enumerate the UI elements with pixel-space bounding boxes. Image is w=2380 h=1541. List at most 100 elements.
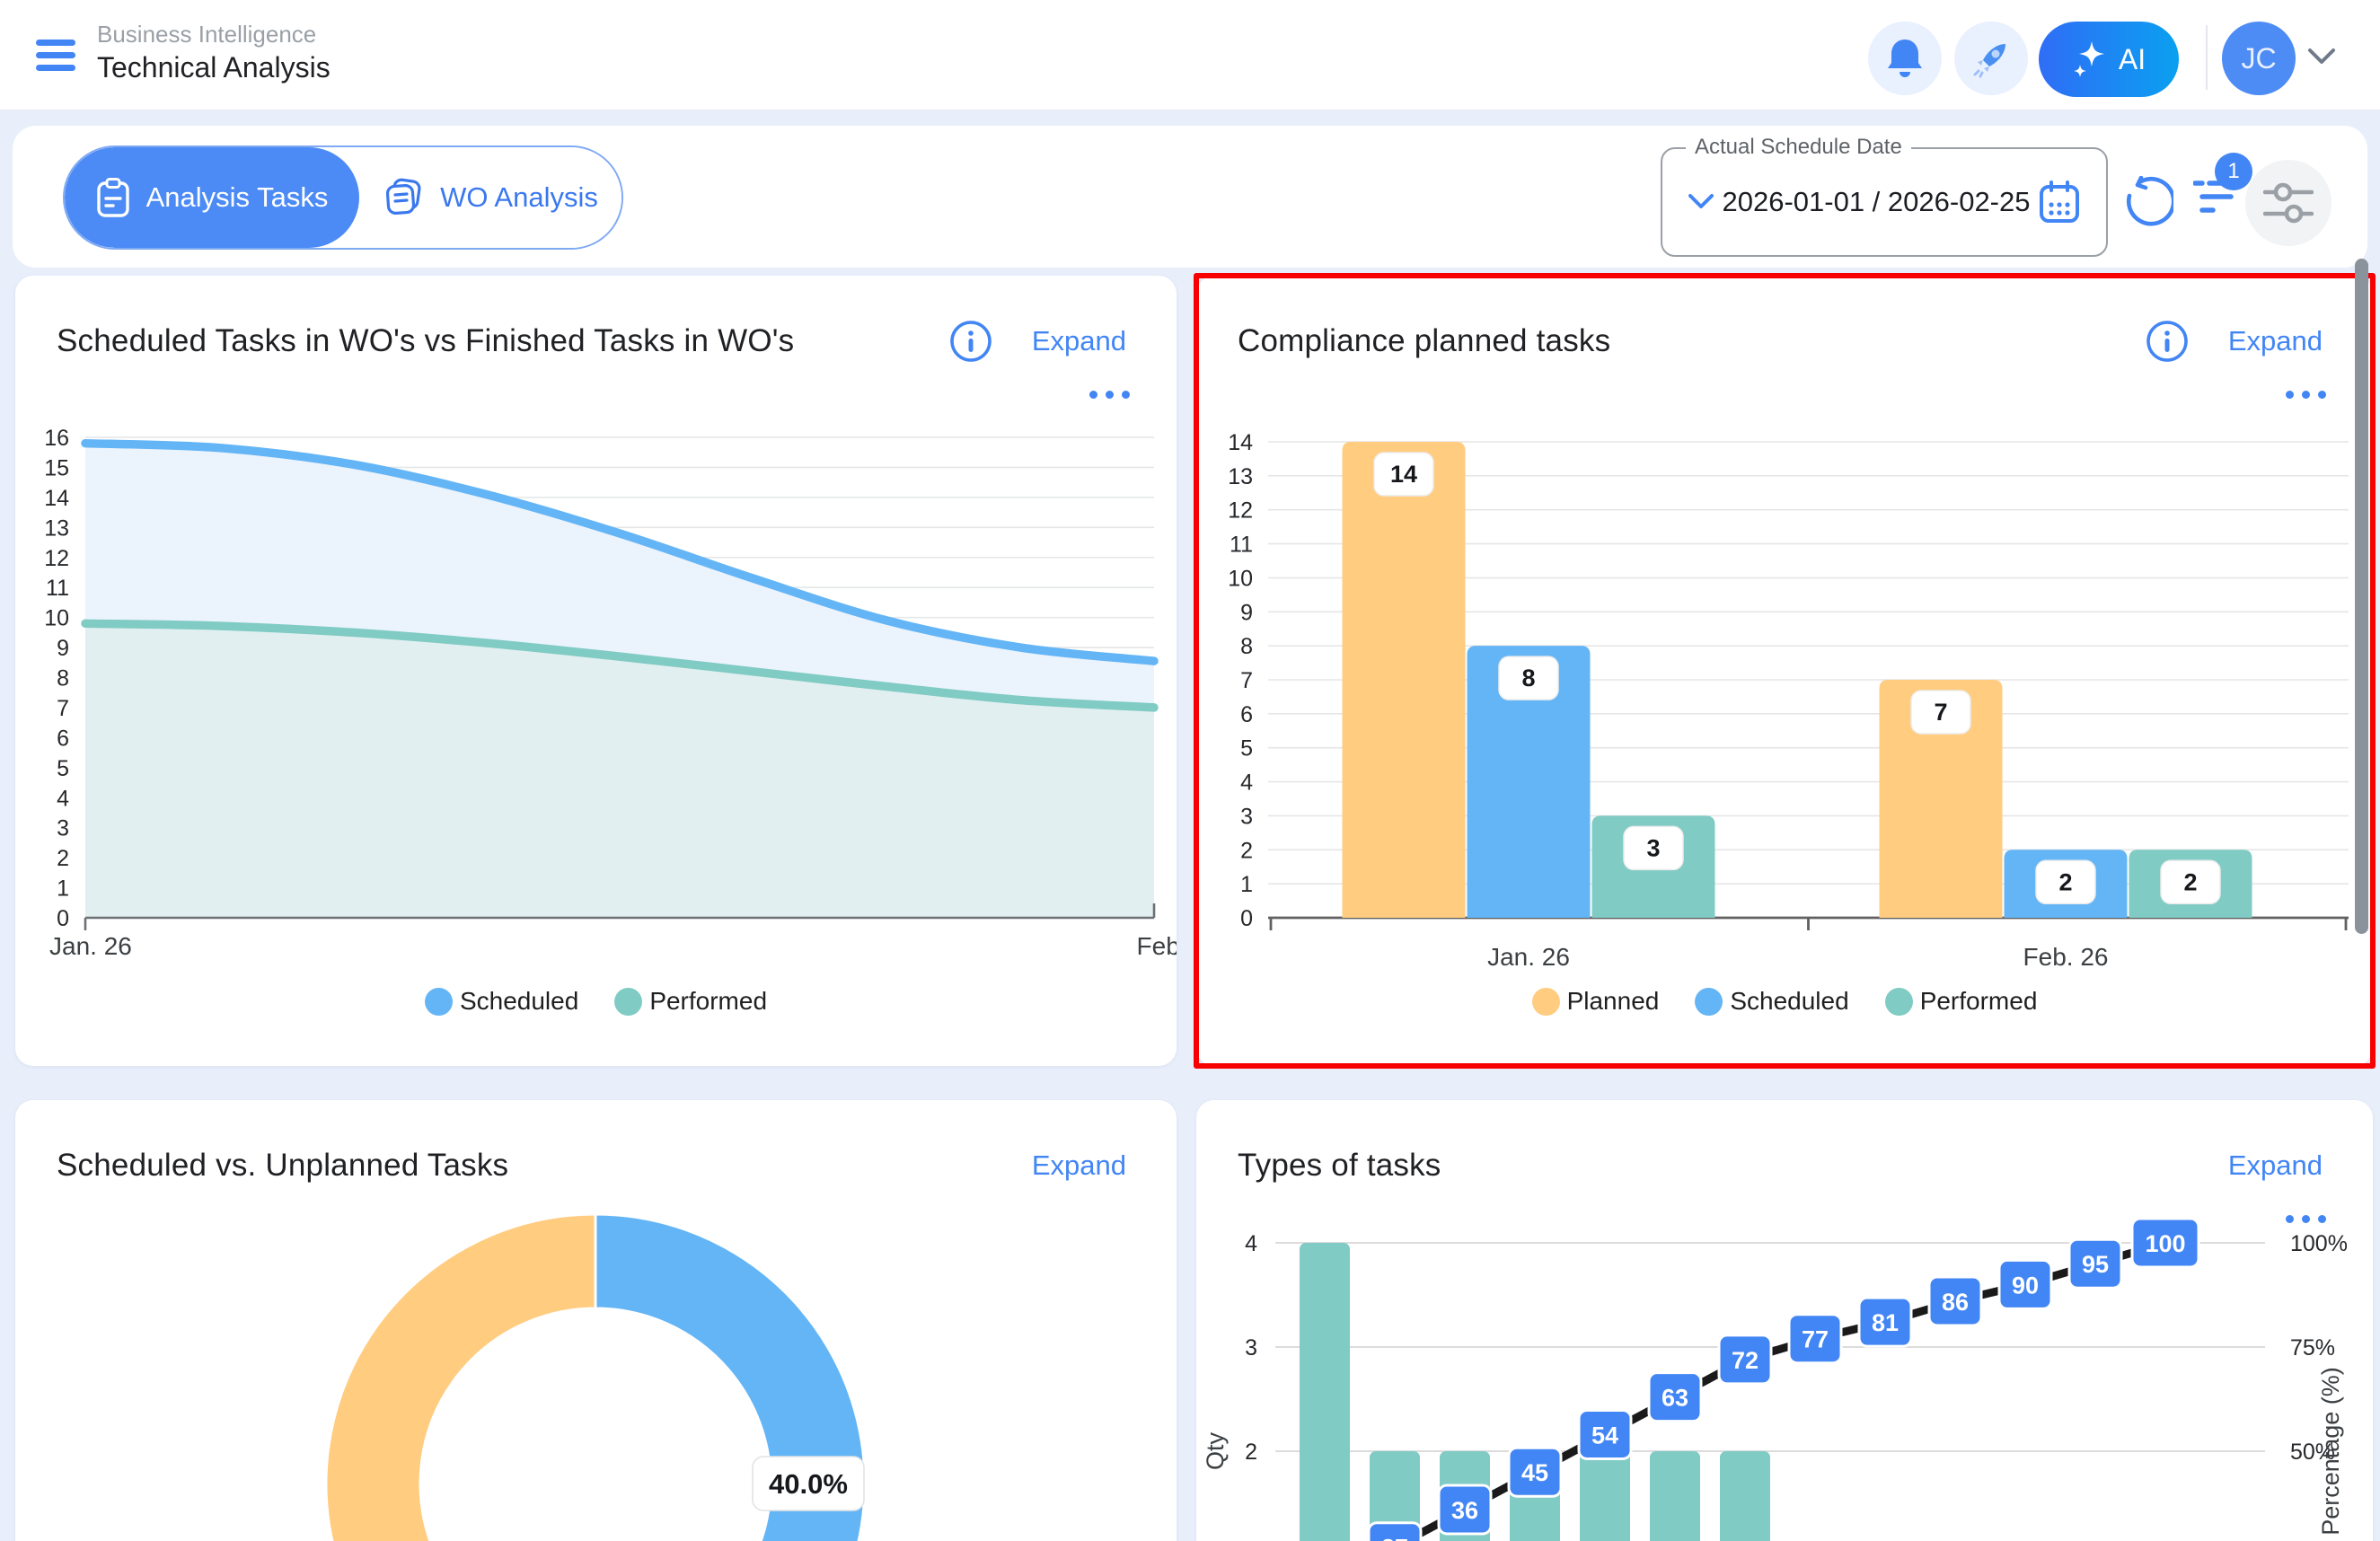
card-compliance-planned-tasks: 012345678910111213141483Jan. 26722Feb. 2… <box>1196 276 2373 1066</box>
launcher-button[interactable] <box>1954 22 2028 95</box>
svg-text:7: 7 <box>1240 668 1253 693</box>
svg-text:12: 12 <box>1228 498 1253 524</box>
notifications-button[interactable] <box>1868 22 1942 95</box>
calendar-icon[interactable] <box>2038 180 2081 225</box>
svg-text:0: 0 <box>57 906 69 931</box>
svg-text:10: 10 <box>1228 566 1253 591</box>
svg-text:12: 12 <box>44 546 69 571</box>
svg-text:7: 7 <box>1934 699 1947 726</box>
legend-dot <box>1695 988 1723 1016</box>
legend-dot <box>1885 988 1913 1016</box>
expand-button[interactable]: Expand <box>2228 1149 2323 1182</box>
svg-text:6: 6 <box>1240 702 1253 727</box>
more-menu-button[interactable] <box>1089 391 1130 399</box>
svg-text:40.0%: 40.0% <box>769 1468 848 1500</box>
svg-text:8: 8 <box>1240 634 1253 659</box>
svg-text:27: 27 <box>1381 1535 1408 1541</box>
svg-text:95: 95 <box>2082 1251 2109 1278</box>
svg-text:Percentage (%): Percentage (%) <box>2317 1367 2344 1536</box>
svg-text:1: 1 <box>57 876 69 902</box>
svg-text:63: 63 <box>1662 1385 1688 1412</box>
more-menu-button[interactable] <box>2286 391 2326 399</box>
chart-legend: Planned Scheduled Performed <box>1196 987 2373 1016</box>
chart-legend: Scheduled Performed <box>15 987 1177 1016</box>
bell-icon <box>1886 38 1924 79</box>
legend-label: Scheduled <box>1730 987 1848 1016</box>
app-subtitle: Business Intelligence <box>97 20 331 48</box>
svg-text:81: 81 <box>1872 1309 1899 1336</box>
info-icon[interactable] <box>2146 320 2189 363</box>
legend-item-performed[interactable]: Performed <box>1885 987 2038 1016</box>
pareto-bar-7 <box>1720 1451 1770 1541</box>
analysis-tab-group: Analysis Tasks WO Analysis <box>63 145 623 250</box>
svg-text:77: 77 <box>1802 1326 1829 1353</box>
display-settings-button[interactable] <box>2245 160 2332 246</box>
legend-item-scheduled[interactable]: Scheduled <box>1695 987 1848 1016</box>
scheduled-vs-finished-chart: 012345678910111213141516Jan. 26Feb. 26 <box>15 276 1177 1066</box>
svg-text:9: 9 <box>57 636 69 661</box>
more-menu-button[interactable] <box>2286 1215 2326 1223</box>
legend-label: Performed <box>1920 987 2038 1016</box>
bar-jan26-planned <box>1343 442 1466 918</box>
compliance-planned-tasks-chart: 012345678910111213141483Jan. 26722Feb. 2… <box>1196 276 2373 1066</box>
expand-button[interactable]: Expand <box>1032 1149 1126 1182</box>
svg-text:5: 5 <box>1240 736 1253 762</box>
svg-text:11: 11 <box>46 576 69 601</box>
expand-button[interactable]: Expand <box>2228 325 2323 357</box>
svg-text:Qty: Qty <box>1202 1432 1229 1471</box>
user-avatar[interactable]: JC <box>2222 22 2296 95</box>
svg-text:3: 3 <box>1245 1335 1257 1360</box>
svg-text:8: 8 <box>57 666 69 691</box>
svg-text:90: 90 <box>2012 1272 2039 1299</box>
info-icon[interactable] <box>949 320 992 363</box>
svg-text:3: 3 <box>1240 804 1253 829</box>
svg-text:13: 13 <box>44 515 69 541</box>
chevron-down-icon[interactable] <box>1688 193 1714 211</box>
svg-text:Feb. 26: Feb. 26 <box>1137 932 1177 960</box>
card-title: Scheduled Tasks in WO's vs Finished Task… <box>57 323 794 359</box>
page-title-block: Business Intelligence Technical Analysis <box>97 20 331 86</box>
svg-text:2: 2 <box>1245 1440 1257 1465</box>
svg-text:13: 13 <box>1228 464 1253 489</box>
hamburger-menu-icon[interactable] <box>36 40 75 72</box>
refresh-icon[interactable] <box>2121 176 2173 228</box>
ai-button-label: AI <box>2119 43 2146 76</box>
svg-text:100: 100 <box>2145 1230 2185 1257</box>
filters-toolbar: Analysis Tasks WO Analysis Actual Schedu… <box>13 126 2367 268</box>
pareto-bar-6 <box>1650 1451 1700 1541</box>
date-range-field[interactable]: Actual Schedule Date 2026-01-01 / 2026-0… <box>1661 147 2108 257</box>
svg-text:2: 2 <box>1240 838 1253 863</box>
svg-text:4: 4 <box>1240 770 1253 796</box>
chevron-down-icon[interactable] <box>2306 47 2337 66</box>
date-range-value: 2026-01-01 / 2026-02-25 <box>1714 186 2038 218</box>
svg-text:75%: 75% <box>2290 1335 2335 1360</box>
svg-text:4: 4 <box>1245 1231 1257 1256</box>
legend-dot <box>425 988 453 1016</box>
svg-text:Jan. 26: Jan. 26 <box>1487 943 1570 971</box>
tab-analysis-tasks[interactable]: Analysis Tasks <box>65 147 359 248</box>
sliders-icon <box>2263 181 2314 225</box>
svg-text:11: 11 <box>1230 533 1253 558</box>
card-scheduled-vs-finished: 012345678910111213141516Jan. 26Feb. 26 S… <box>15 276 1177 1066</box>
svg-text:54: 54 <box>1591 1422 1618 1449</box>
filter-count-badge: 1 <box>2215 153 2252 190</box>
legend-dot <box>1532 988 1560 1016</box>
card-title: Scheduled vs. Unplanned Tasks <box>57 1148 508 1184</box>
svg-text:7: 7 <box>57 696 69 721</box>
sparkle-icon <box>2072 40 2108 79</box>
wo-documents-icon <box>383 177 424 218</box>
svg-text:14: 14 <box>1228 430 1253 455</box>
legend-item-scheduled[interactable]: Scheduled <box>425 987 578 1016</box>
card-scheduled-vs-unplanned: 40.0% Scheduled vs. Unplanned Tasks Expa… <box>15 1100 1177 1541</box>
tab-wo-analysis[interactable]: WO Analysis <box>359 147 621 248</box>
legend-item-planned[interactable]: Planned <box>1532 987 1660 1016</box>
expand-button[interactable]: Expand <box>1032 325 1126 357</box>
svg-text:8: 8 <box>1521 665 1535 691</box>
svg-text:0: 0 <box>1240 906 1253 931</box>
ai-assistant-button[interactable]: AI <box>2039 22 2179 97</box>
tab-label: WO Analysis <box>440 181 598 214</box>
legend-dot <box>614 988 642 1016</box>
scrollbar-thumb[interactable] <box>2355 259 2368 934</box>
legend-item-performed[interactable]: Performed <box>614 987 767 1016</box>
pareto-bar-1 <box>1300 1243 1350 1541</box>
